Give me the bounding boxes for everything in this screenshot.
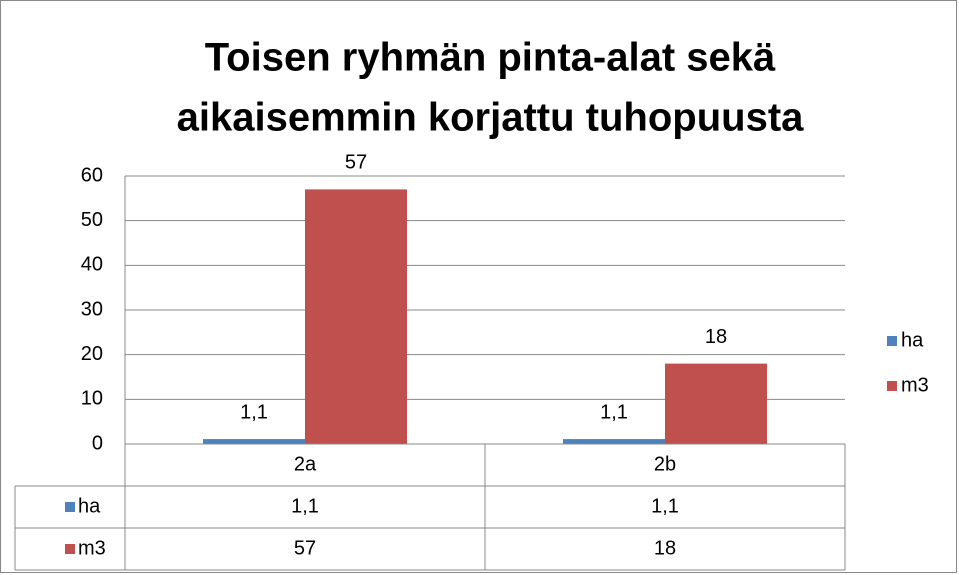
chart-title: aikaisemmin korjattu tuhopuusta xyxy=(177,96,805,140)
bar xyxy=(305,189,407,444)
bar xyxy=(665,363,767,444)
data-label: 1,1 xyxy=(240,401,268,423)
table-cell: 1,1 xyxy=(291,495,319,517)
legend-key xyxy=(887,336,897,346)
bar xyxy=(563,439,665,444)
x-tick-label: 2a xyxy=(294,453,317,475)
bar xyxy=(203,439,305,444)
legend-label: ha xyxy=(901,329,924,351)
legend-label: m3 xyxy=(901,374,929,396)
table-row-label: ha xyxy=(78,495,101,517)
chart-title: Toisen ryhmän pinta-alat sekä xyxy=(205,36,776,80)
table-cell: 57 xyxy=(294,537,316,559)
data-label: 1,1 xyxy=(600,401,628,423)
data-label: 18 xyxy=(705,326,727,348)
y-tick-label: 30 xyxy=(81,298,103,320)
table-row-label: m3 xyxy=(78,537,106,559)
y-tick-label: 50 xyxy=(81,209,103,231)
y-tick-label: 20 xyxy=(81,343,103,365)
table-legend-key xyxy=(65,544,75,554)
y-tick-label: 40 xyxy=(81,254,103,276)
data-label: 57 xyxy=(345,152,367,174)
y-tick-label: 60 xyxy=(81,164,103,186)
y-tick-label: 0 xyxy=(92,432,103,454)
table-cell: 1,1 xyxy=(651,495,679,517)
table-legend-key xyxy=(65,502,75,512)
legend-key xyxy=(887,381,897,391)
x-tick-label: 2b xyxy=(654,453,676,475)
table-cell: 18 xyxy=(654,537,676,559)
y-tick-label: 10 xyxy=(81,388,103,410)
